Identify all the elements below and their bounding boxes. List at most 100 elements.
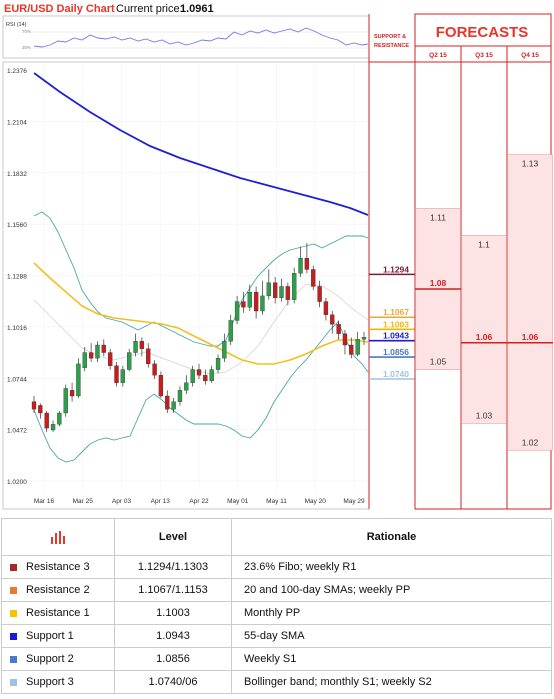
row-rationale: Weekly S1 [231,647,552,671]
x-tick-label: Mar 16 [34,498,55,505]
table-row: Support 2 1.0856 Weekly S1 [1,647,552,671]
sr-level-label: 1.0856 [383,347,409,357]
color-swatch [10,632,17,640]
x-tick-label: Apr 13 [151,498,171,505]
candle-body [158,375,164,397]
candle-body [323,301,329,315]
x-tick-label: May 01 [227,498,249,505]
row-level: 1.1067/1.1153 [114,578,232,602]
x-axis-ticks: Mar 16 Mar 25 Apr 03 Apr 13 Apr 22 May 01 May … [34,498,365,505]
forecast-low-label: 1.03 [476,410,493,420]
sr-label-2: RESISTANCE [374,43,409,49]
candle-body [69,390,75,397]
candle-body [330,314,335,325]
header-rationale: Rationale [231,518,552,556]
row-level: 1.0856 [114,647,232,671]
candle-body [76,363,81,397]
header-level: Level [114,518,232,556]
row-level: 1.0943 [114,624,232,648]
chart-title: EUR/USD Daily Chart [4,3,115,15]
candle-body [120,369,125,383]
candle-body [317,286,322,302]
candle-body [298,257,303,274]
sma-200-line [33,72,369,216]
y-tick-label: 1.0744 [7,376,27,383]
table-row: Resistance 3 1.1294/1.1303 23.6% Fibo; w… [1,555,552,579]
row-rationale: Bollinger band; monthly S1; weekly S2 [231,670,552,694]
x-tick-label: May 29 [343,498,365,505]
rsi-line [33,27,369,48]
row-level: 1.0740/06 [114,670,232,694]
candle-body [165,395,170,410]
forecast-high-label: 1.1 [478,239,490,249]
sr-level-label: 1.0740 [383,369,409,379]
x-tick-label: Apr 22 [189,498,209,505]
row-label: Resistance 1 [26,607,90,619]
candle-body [101,344,106,353]
rsi-label: RSI (14) [6,22,27,28]
y-tick-label: 1.2104 [7,119,27,126]
row-label: Resistance 2 [26,584,90,596]
forecast-high-label: 1.13 [522,159,539,169]
candle-body [222,341,227,359]
candle-body [31,401,37,410]
candle-body [279,286,284,298]
candle-body [241,301,246,308]
candle-body [247,291,252,308]
candle-body [57,412,62,425]
price-label: Current price: [116,3,183,15]
sr-level-label: 1.0943 [383,331,409,341]
candle-body [273,282,278,298]
candle-body [171,401,176,410]
color-swatch [10,609,17,617]
x-tick-label: May 20 [305,498,327,505]
table-row: Resistance 2 1.1067/1.1153 20 and 100-da… [1,578,552,602]
y-tick-label: 1.0472 [7,428,27,435]
row-label: Support 2 [26,653,74,665]
candle-body [260,295,265,312]
candle-body [114,365,119,383]
candle-body [266,282,271,297]
candle-body [196,369,202,376]
candle-body [292,273,297,300]
y-tick-label: 1.1288 [7,274,27,281]
sr-level-label: 1.1067 [383,307,409,317]
forecast-quarter-label: Q3 15 [475,52,493,59]
price-value: 1.0961 [180,3,214,15]
candle-body [285,286,290,300]
forecast-range-box [507,154,553,451]
color-swatch [10,655,17,663]
candle-body [95,344,100,359]
candle-body [44,412,49,429]
candle-body [177,390,183,402]
sma-55-line [33,262,369,365]
color-swatch [10,586,17,594]
candle-body [311,269,316,287]
row-label-cell: Resistance 1 [1,601,115,625]
x-tick-label: Mar 25 [73,498,94,505]
candle-body [127,352,132,370]
sr-level-label: 1.1294 [383,264,409,274]
candle-body [82,352,87,368]
price-panel [2,61,370,510]
bar-chart-icon [51,530,65,544]
candle-body [38,405,43,414]
row-label: Support 3 [26,676,74,688]
sr-level-label: 1.1003 [383,319,409,329]
row-label-cell: Resistance 2 [1,578,115,602]
row-label-cell: Support 1 [1,624,115,648]
eurusd-chart: EUR/USD Daily Chart Current price: 1.096… [2,3,553,510]
bollinger-upper [33,211,369,347]
levels-table: Level Rationale Resistance 3 1.1294/1.13… [0,518,554,699]
row-rationale: Monthly PP [231,601,552,625]
row-label-cell: Support 3 [1,670,115,694]
table-icon-cell [1,518,115,556]
candle-body [203,375,208,382]
y-tick-label: 1.1560 [7,222,27,229]
forecast-avg-label: 1.06 [476,332,493,342]
y-tick-label: 1.1832 [7,171,27,178]
row-rationale: 23.6% Fibo; weekly R1 [231,555,552,579]
sr-levels: 1.1294 1.1067 1.1003 1.0943 1.0856 1.0740 [369,264,415,380]
row-label: Resistance 3 [26,561,90,573]
candlestick-series [31,243,367,432]
